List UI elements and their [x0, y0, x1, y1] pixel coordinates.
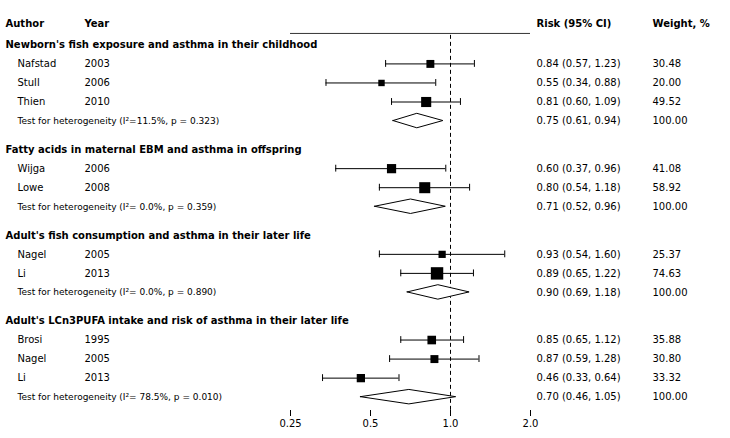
svg-text:100.00: 100.00	[653, 201, 688, 212]
svg-text:2005: 2005	[85, 353, 110, 364]
svg-text:0.85 (0.65, 1.12): 0.85 (0.65, 1.12)	[537, 334, 621, 345]
svg-text:Wijga: Wijga	[18, 163, 46, 174]
svg-text:2010: 2010	[85, 96, 110, 107]
svg-text:2.0: 2.0	[523, 418, 539, 429]
svg-text:0.60 (0.37, 0.96): 0.60 (0.37, 0.96)	[537, 163, 621, 174]
svg-text:1.0: 1.0	[443, 418, 459, 429]
svg-text:0.46 (0.33, 0.64): 0.46 (0.33, 0.64)	[537, 372, 621, 383]
svg-text:Test for heterogeneity (I²= 0.: Test for heterogeneity (I²= 0.0%, p = 0.…	[17, 287, 217, 297]
svg-text:Test for heterogeneity (I²= 78: Test for heterogeneity (I²= 78.5%, p = 0…	[17, 392, 223, 402]
svg-text:0.93 (0.54, 1.60): 0.93 (0.54, 1.60)	[537, 249, 621, 260]
svg-text:58.92: 58.92	[653, 182, 682, 193]
svg-text:Fatty acids in maternal EBM an: Fatty acids in maternal EBM and asthma i…	[6, 144, 302, 155]
svg-text:Brosi: Brosi	[18, 334, 43, 345]
svg-text:2013: 2013	[85, 372, 110, 383]
svg-text:30.80: 30.80	[653, 353, 682, 364]
svg-text:Test for heterogeneity (I²= 0.: Test for heterogeneity (I²= 0.0%, p = 0.…	[17, 202, 217, 212]
svg-text:Nagel: Nagel	[18, 353, 47, 364]
svg-text:Weight, %: Weight, %	[653, 18, 710, 29]
svg-text:20.00: 20.00	[653, 77, 682, 88]
svg-text:Nafstad: Nafstad	[18, 58, 57, 69]
svg-text:Adult's LCn3PUFA intake and ri: Adult's LCn3PUFA intake and risk of asth…	[6, 315, 349, 326]
svg-text:0.81 (0.60, 1.09): 0.81 (0.60, 1.09)	[537, 96, 621, 107]
svg-text:0.5: 0.5	[363, 418, 379, 429]
svg-text:2005: 2005	[85, 249, 110, 260]
svg-text:0.87 (0.59, 1.28): 0.87 (0.59, 1.28)	[537, 353, 621, 364]
svg-text:49.52: 49.52	[653, 96, 682, 107]
svg-text:0.71 (0.52, 0.96): 0.71 (0.52, 0.96)	[537, 201, 621, 212]
svg-text:Li: Li	[18, 372, 26, 383]
svg-text:0.89 (0.65, 1.22): 0.89 (0.65, 1.22)	[537, 268, 621, 279]
svg-text:30.48: 30.48	[653, 58, 682, 69]
svg-text:Lowe: Lowe	[18, 182, 44, 193]
svg-text:100.00: 100.00	[653, 115, 688, 126]
svg-text:0.70 (0.46, 1.05): 0.70 (0.46, 1.05)	[537, 391, 621, 402]
svg-text:0.84 (0.57, 1.23): 0.84 (0.57, 1.23)	[537, 58, 621, 69]
svg-text:1995: 1995	[85, 334, 110, 345]
svg-text:2006: 2006	[85, 77, 110, 88]
svg-text:2013: 2013	[85, 268, 110, 279]
svg-text:Year: Year	[84, 18, 110, 29]
svg-text:Li: Li	[18, 268, 26, 279]
svg-text:0.75 (0.61, 0.94): 0.75 (0.61, 0.94)	[537, 115, 621, 126]
svg-text:35.88: 35.88	[653, 334, 682, 345]
svg-text:2006: 2006	[85, 163, 110, 174]
svg-text:Nagel: Nagel	[18, 249, 47, 260]
svg-text:Adult's fish consumption and a: Adult's fish consumption and asthma in t…	[6, 230, 312, 241]
svg-text:Thien: Thien	[17, 96, 46, 107]
svg-text:Risk (95% CI): Risk (95% CI)	[537, 18, 612, 29]
svg-text:0.90 (0.69, 1.18): 0.90 (0.69, 1.18)	[537, 287, 621, 298]
svg-text:0.55 (0.34, 0.88): 0.55 (0.34, 0.88)	[537, 77, 621, 88]
svg-text:74.63: 74.63	[653, 268, 682, 279]
svg-text:2003: 2003	[85, 58, 110, 69]
svg-text:Newborn's fish exposure and as: Newborn's fish exposure and asthma in th…	[6, 39, 318, 50]
svg-text:100.00: 100.00	[653, 287, 688, 298]
svg-text:Test for heterogeneity (I²=11.: Test for heterogeneity (I²=11.5%, p = 0.…	[17, 116, 220, 126]
svg-text:Stull: Stull	[18, 77, 40, 88]
svg-text:33.32: 33.32	[653, 372, 682, 383]
svg-text:25.37: 25.37	[653, 249, 682, 260]
svg-text:41.08: 41.08	[653, 163, 682, 174]
svg-text:100.00: 100.00	[653, 391, 688, 402]
svg-text:0.80 (0.54, 1.18): 0.80 (0.54, 1.18)	[537, 182, 621, 193]
svg-text:Author: Author	[6, 18, 45, 29]
svg-text:0.25: 0.25	[279, 418, 301, 429]
svg-text:2008: 2008	[85, 182, 110, 193]
